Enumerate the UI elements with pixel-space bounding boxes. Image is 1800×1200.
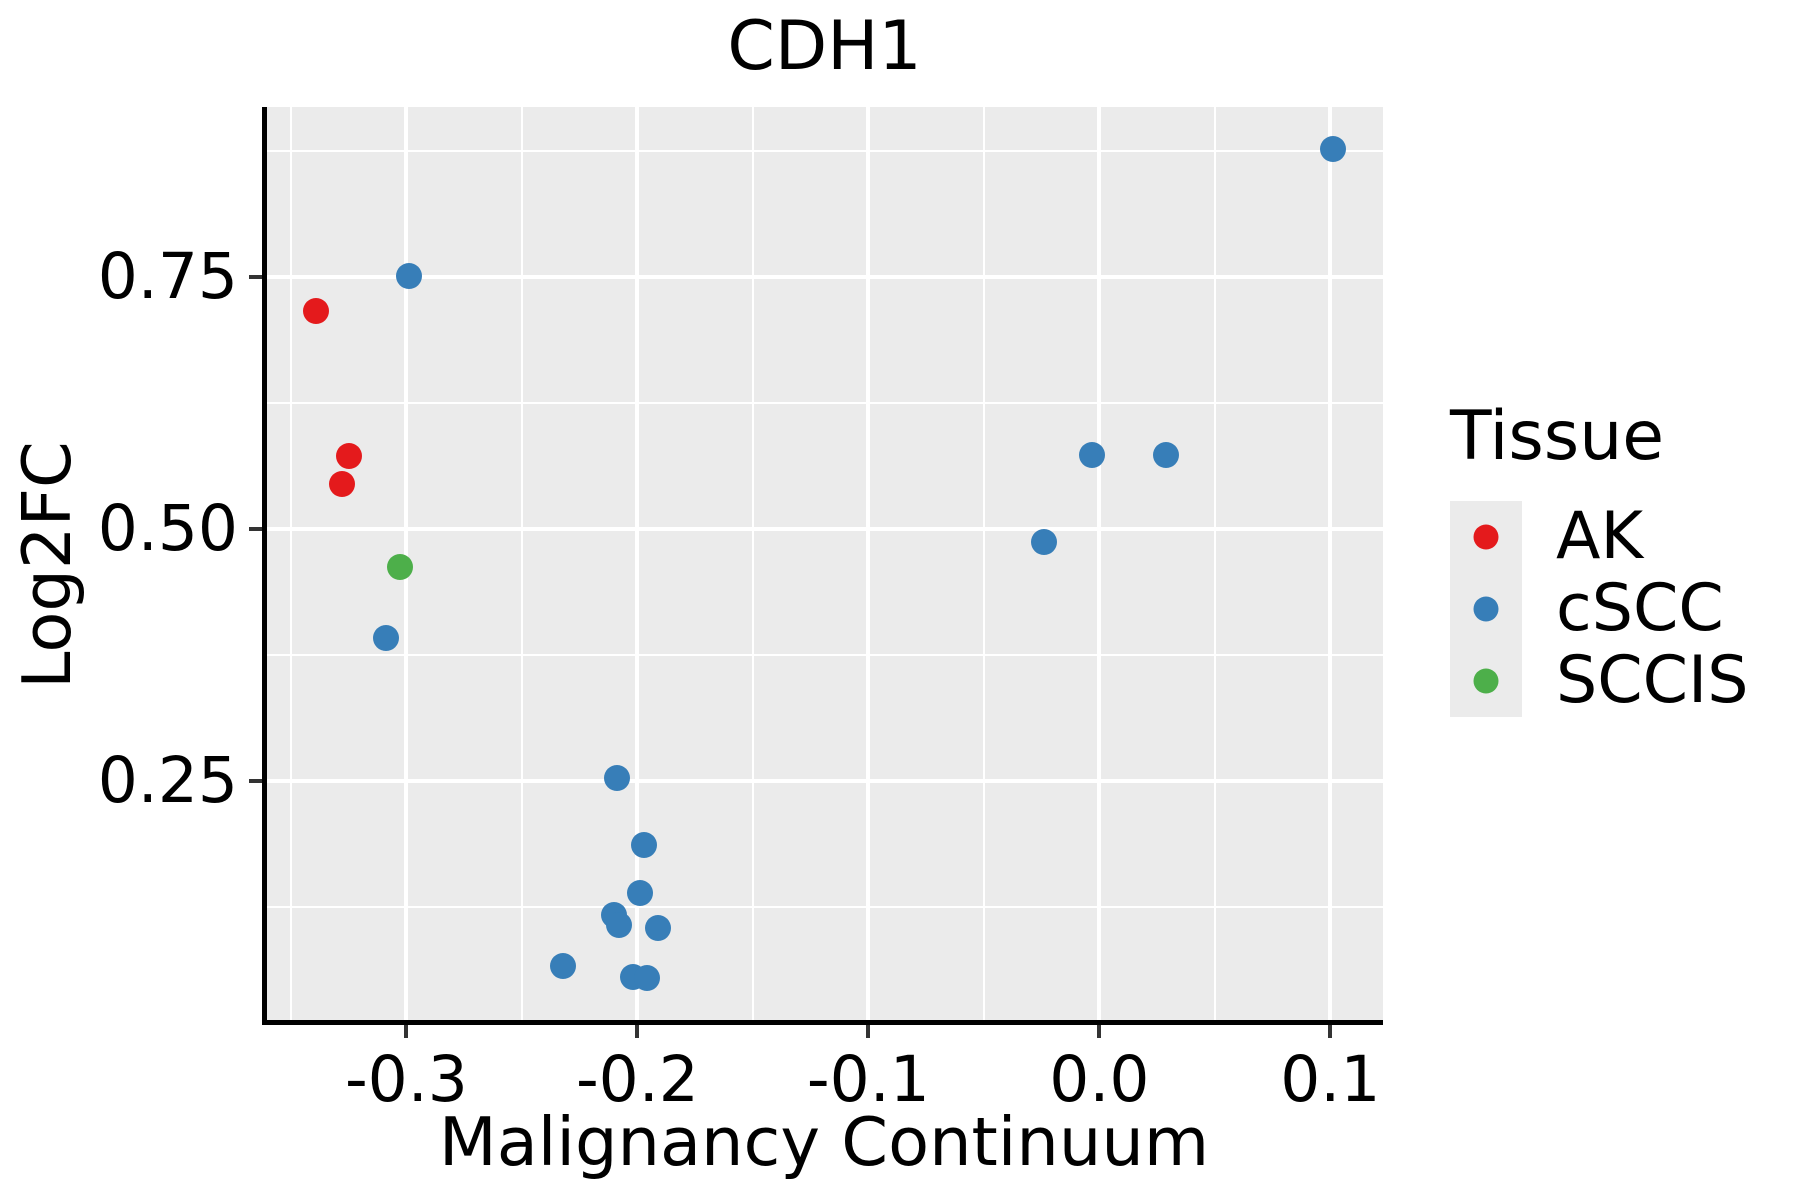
x-tick-label: 0.1 — [1280, 1043, 1381, 1116]
data-point-ak — [328, 470, 355, 497]
major-gridline-x — [1097, 107, 1102, 1020]
data-point-sccis — [386, 554, 413, 581]
x-tick-label: -0.2 — [575, 1043, 699, 1116]
minor-gridline-x — [751, 107, 754, 1020]
legend: Tissue AK cSCC SCCIS — [1450, 403, 1748, 717]
data-point-cscc — [1319, 136, 1346, 163]
minor-gridline-y — [266, 906, 1383, 908]
data-point-cscc — [605, 912, 632, 939]
major-gridline-y — [266, 779, 1383, 783]
legend-dot-icon — [1473, 524, 1499, 550]
y-axis-title: Log2FC — [8, 441, 86, 689]
minor-gridline-x — [982, 107, 985, 1020]
x-tick-mark — [404, 1025, 409, 1038]
legend-key-swatch — [1450, 645, 1522, 717]
major-gridline-x — [635, 107, 640, 1020]
legend-dot-icon — [1473, 668, 1499, 694]
data-point-cscc — [1030, 529, 1057, 556]
minor-gridline-y — [266, 654, 1383, 657]
y-tick-label: 0.75 — [97, 240, 238, 314]
y-tick-mark — [249, 527, 262, 532]
data-point-ak — [303, 298, 330, 325]
data-point-cscc — [395, 263, 422, 290]
x-tick-mark — [1328, 1025, 1333, 1038]
x-tick-label: 0.0 — [1049, 1043, 1150, 1116]
data-point-cscc — [550, 953, 577, 980]
plot-title: CDH1 — [727, 7, 922, 86]
x-tick-label: -0.1 — [806, 1043, 930, 1116]
data-point-cscc — [372, 624, 399, 651]
x-tick-mark — [1097, 1025, 1102, 1038]
x-axis-line — [262, 1020, 1383, 1025]
x-tick-label: -0.3 — [344, 1043, 468, 1116]
legend-keys: AK cSCC SCCIS — [1450, 501, 1748, 717]
major-gridline-y — [266, 527, 1383, 532]
legend-item-label: cSCC — [1556, 571, 1724, 646]
legend-item-label: AK — [1556, 499, 1644, 574]
y-tick-mark — [249, 779, 262, 783]
legend-item-ak: AK — [1450, 501, 1748, 573]
data-point-ak — [335, 443, 362, 470]
y-tick-label: 0.25 — [97, 744, 238, 817]
y-axis-line — [262, 107, 267, 1025]
minor-gridline-x — [520, 107, 523, 1020]
x-tick-mark — [635, 1025, 640, 1038]
data-point-cscc — [626, 879, 653, 906]
major-gridline-x — [1328, 107, 1333, 1020]
legend-key-swatch — [1450, 573, 1522, 645]
major-gridline-y — [266, 275, 1383, 280]
legend-item-sccis: SCCIS — [1450, 645, 1748, 717]
plot-panel — [266, 107, 1383, 1020]
minor-gridline-y — [266, 150, 1383, 153]
minor-gridline-x — [289, 107, 292, 1020]
data-point-cscc — [1153, 442, 1180, 469]
minor-gridline-x — [1213, 107, 1216, 1020]
data-point-cscc — [603, 764, 630, 791]
data-point-cscc — [633, 964, 660, 991]
legend-item-label: SCCIS — [1556, 643, 1749, 718]
legend-key-swatch — [1450, 501, 1522, 573]
legend-title: Tissue — [1450, 397, 1665, 476]
legend-dot-icon — [1473, 596, 1499, 622]
y-tick-label: 0.50 — [97, 492, 238, 566]
x-tick-mark — [866, 1025, 871, 1038]
legend-item-cscc: cSCC — [1450, 573, 1748, 645]
minor-gridline-y — [266, 402, 1383, 405]
y-tick-mark — [249, 275, 262, 280]
x-axis-title: Malignancy Continuum — [438, 1103, 1210, 1181]
data-point-cscc — [631, 831, 658, 858]
major-gridline-x — [866, 107, 871, 1020]
data-point-cscc — [1079, 442, 1106, 469]
data-point-cscc — [645, 915, 672, 942]
